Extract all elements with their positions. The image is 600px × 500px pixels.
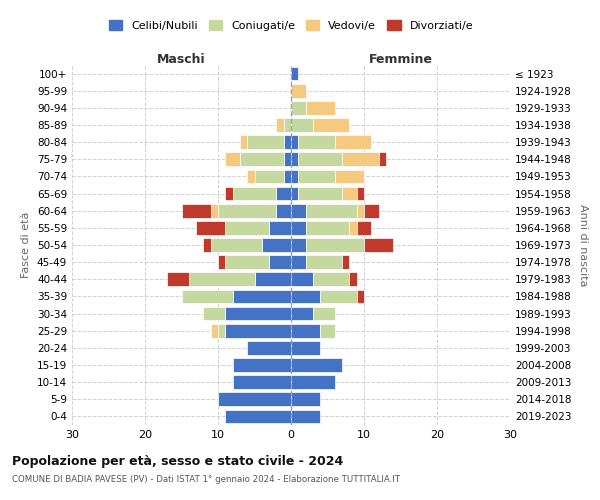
Bar	[262, 238, 291, 252]
Bar	[284, 170, 291, 183]
Bar	[226, 410, 291, 424]
Bar	[291, 204, 305, 218]
Bar	[218, 204, 277, 218]
Bar	[305, 238, 364, 252]
Bar	[291, 392, 320, 406]
Bar	[240, 152, 284, 166]
Bar	[356, 186, 364, 200]
Bar	[277, 186, 291, 200]
Text: Femmine: Femmine	[368, 53, 433, 66]
Bar	[269, 221, 291, 234]
Bar	[364, 204, 379, 218]
Bar	[254, 272, 291, 286]
Bar	[291, 84, 305, 98]
Bar	[364, 238, 393, 252]
Bar	[291, 186, 298, 200]
Bar	[211, 238, 262, 252]
Bar	[182, 290, 233, 304]
Bar	[356, 221, 371, 234]
Bar	[226, 324, 291, 338]
Text: Maschi: Maschi	[157, 53, 206, 66]
Bar	[291, 358, 342, 372]
Bar	[284, 136, 291, 149]
Bar	[247, 136, 284, 149]
Bar	[291, 256, 305, 269]
Bar	[291, 136, 298, 149]
Bar	[291, 306, 313, 320]
Bar	[182, 204, 211, 218]
Bar	[284, 118, 291, 132]
Bar	[203, 238, 211, 252]
Bar	[291, 238, 305, 252]
Bar	[335, 170, 364, 183]
Bar	[335, 136, 371, 149]
Y-axis label: Anni di nascita: Anni di nascita	[578, 204, 588, 286]
Bar	[291, 290, 320, 304]
Bar	[284, 152, 291, 166]
Bar	[247, 341, 291, 354]
Bar	[379, 152, 386, 166]
Bar	[254, 170, 284, 183]
Bar	[233, 376, 291, 389]
Bar	[298, 170, 335, 183]
Bar	[218, 256, 226, 269]
Bar	[233, 186, 277, 200]
Bar	[298, 136, 335, 149]
Bar	[298, 152, 342, 166]
Bar	[305, 221, 349, 234]
Bar	[211, 204, 218, 218]
Bar	[313, 272, 349, 286]
Bar	[356, 290, 364, 304]
Bar	[291, 170, 298, 183]
Bar	[291, 341, 320, 354]
Bar	[356, 204, 364, 218]
Bar	[203, 306, 226, 320]
Bar	[305, 204, 357, 218]
Text: COMUNE DI BADIA PAVESE (PV) - Dati ISTAT 1° gennaio 2024 - Elaborazione TUTTITAL: COMUNE DI BADIA PAVESE (PV) - Dati ISTAT…	[12, 475, 400, 484]
Bar	[226, 306, 291, 320]
Legend: Celibi/Nubili, Coniugati/e, Vedovi/e, Divorziati/e: Celibi/Nubili, Coniugati/e, Vedovi/e, Di…	[109, 20, 473, 31]
Bar	[342, 152, 379, 166]
Bar	[342, 256, 349, 269]
Bar	[313, 118, 349, 132]
Bar	[218, 324, 226, 338]
Bar	[226, 186, 233, 200]
Bar	[291, 66, 298, 80]
Bar	[342, 186, 357, 200]
Y-axis label: Fasce di età: Fasce di età	[22, 212, 31, 278]
Bar	[291, 152, 298, 166]
Bar	[233, 358, 291, 372]
Bar	[291, 118, 313, 132]
Bar	[226, 221, 269, 234]
Bar	[291, 410, 320, 424]
Bar	[320, 290, 356, 304]
Bar	[291, 376, 335, 389]
Bar	[269, 256, 291, 269]
Bar	[298, 186, 342, 200]
Bar	[211, 324, 218, 338]
Bar	[320, 324, 335, 338]
Bar	[247, 170, 254, 183]
Text: Popolazione per età, sesso e stato civile - 2024: Popolazione per età, sesso e stato civil…	[12, 455, 343, 468]
Bar	[233, 290, 291, 304]
Bar	[167, 272, 189, 286]
Bar	[218, 392, 291, 406]
Bar	[291, 324, 320, 338]
Bar	[277, 204, 291, 218]
Bar	[226, 152, 240, 166]
Bar	[226, 256, 269, 269]
Bar	[313, 306, 335, 320]
Bar	[349, 272, 356, 286]
Bar	[240, 136, 247, 149]
Bar	[189, 272, 254, 286]
Bar	[349, 221, 356, 234]
Bar	[291, 101, 305, 114]
Bar	[277, 118, 284, 132]
Bar	[291, 272, 313, 286]
Bar	[291, 221, 305, 234]
Bar	[305, 101, 335, 114]
Bar	[196, 221, 226, 234]
Bar	[305, 256, 342, 269]
